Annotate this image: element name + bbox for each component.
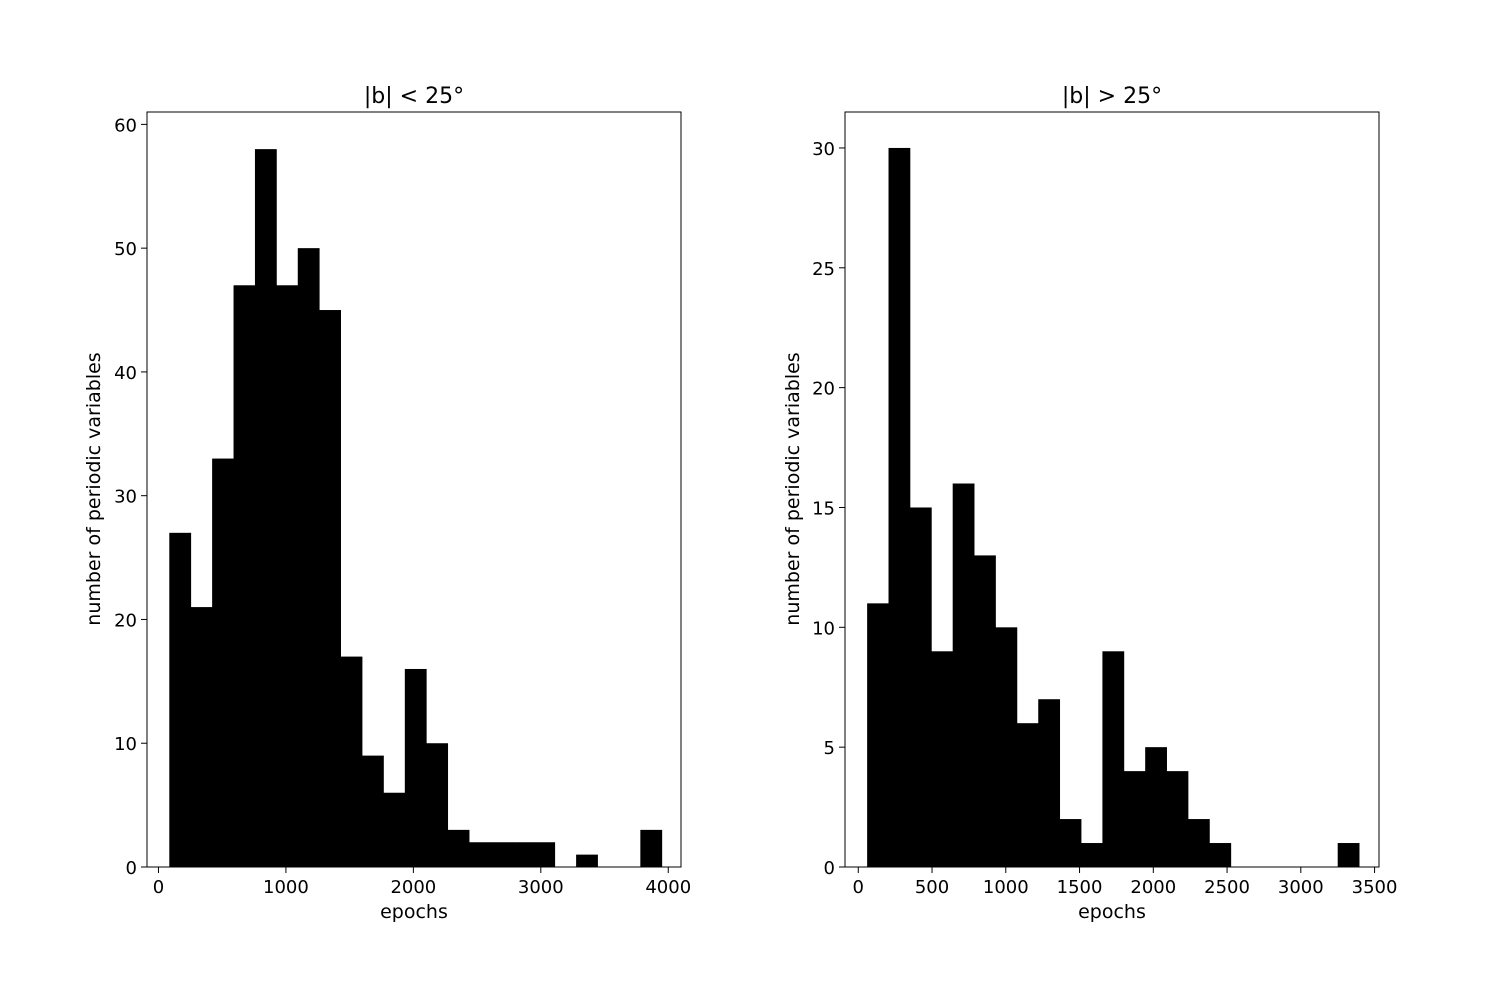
left-y-tick-label-6: 60 (114, 115, 137, 136)
left-histogram-bar-10 (383, 792, 406, 867)
right-x-tick-label-6: 3000 (1278, 877, 1324, 898)
right-histogram-bar-14 (1166, 771, 1189, 867)
left-histogram-bar-7 (319, 310, 341, 867)
left-histogram-bar-22 (640, 829, 663, 867)
right-histogram-bar-10 (1081, 843, 1103, 867)
right-x-tick-label-4: 2000 (1130, 877, 1176, 898)
left-histogram-panel: |b| < 25° epochs number of periodic vari… (83, 84, 691, 923)
left-histogram-bar-16 (511, 842, 534, 867)
right-y-tick-label-2: 10 (812, 618, 835, 639)
right-histogram-bar-5 (974, 555, 996, 867)
right-histogram-panel: |b| > 25° epochs number of periodic vari… (782, 84, 1397, 923)
right-histogram-bar-16 (1209, 843, 1232, 867)
right-chart-title: |b| > 25° (1062, 84, 1162, 109)
left-histogram-bar-4 (254, 149, 277, 867)
right-histogram-bar-13 (1145, 747, 1167, 867)
left-histogram-bar-19 (576, 854, 598, 867)
right-histogram-bar-2 (909, 507, 932, 867)
left-x-tick-label-3: 3000 (518, 877, 564, 898)
left-y-axis-label: number of periodic variables (83, 352, 105, 625)
right-x-axis-label: epochs (1078, 901, 1146, 923)
right-histogram-bar-22 (1337, 843, 1360, 867)
right-y-tick-label-6: 30 (812, 139, 835, 160)
left-y-tick-label-1: 10 (114, 734, 137, 755)
left-histogram-bar-2 (212, 458, 234, 867)
right-y-ticks: 0 5 10 15 20 25 30 (812, 139, 845, 879)
right-histogram-bar-15 (1187, 819, 1210, 867)
left-bars (169, 149, 663, 867)
left-x-axis-label: epochs (380, 901, 448, 923)
right-histogram-bar-12 (1123, 771, 1146, 867)
left-histogram-bar-5 (276, 285, 299, 867)
right-y-tick-label-4: 20 (812, 379, 835, 400)
left-histogram-bar-0 (169, 532, 192, 867)
right-x-tick-label-0: 0 (853, 877, 864, 898)
left-histogram-bar-15 (490, 842, 513, 867)
right-histogram-bar-0 (867, 603, 889, 867)
left-y-ticks: 0 10 20 30 40 50 60 (114, 115, 147, 879)
right-y-tick-label-0: 0 (824, 858, 835, 879)
right-histogram-bar-6 (995, 627, 1018, 867)
left-x-tick-label-1: 1000 (263, 877, 309, 898)
left-x-tick-label-4: 4000 (645, 877, 691, 898)
right-histogram-bar-3 (931, 651, 954, 867)
left-x-tick-label-0: 0 (153, 877, 164, 898)
left-y-tick-label-3: 30 (114, 487, 137, 508)
left-histogram-bar-1 (190, 607, 213, 867)
right-histogram-bar-9 (1059, 819, 1082, 867)
right-y-tick-label-3: 15 (812, 498, 835, 519)
left-histogram-bar-3 (233, 285, 256, 867)
right-x-ticks: 0 500 1000 1500 2000 2500 3000 3500 (853, 867, 1398, 898)
left-histogram-bar-9 (362, 755, 384, 867)
left-y-tick-label-4: 40 (114, 363, 137, 384)
left-y-tick-label-0: 0 (126, 858, 137, 879)
right-histogram-bar-1 (888, 147, 911, 867)
right-x-tick-label-5: 2500 (1204, 877, 1250, 898)
right-y-tick-label-1: 5 (824, 738, 835, 759)
left-x-tick-label-2: 2000 (390, 877, 436, 898)
left-histogram-bar-6 (297, 248, 320, 867)
left-histogram-bar-17 (533, 842, 556, 867)
left-plot-frame (146, 111, 682, 868)
left-histogram-bar-12 (426, 743, 449, 867)
left-chart-title: |b| < 25° (364, 84, 464, 109)
left-x-ticks: 0 1000 2000 3000 4000 (153, 867, 691, 898)
right-y-tick-label-5: 25 (812, 259, 835, 280)
left-histogram-bar-8 (340, 656, 363, 867)
left-histogram-bar-11 (404, 668, 427, 867)
left-y-tick-label-5: 50 (114, 239, 137, 260)
right-histogram-bar-8 (1038, 699, 1061, 867)
right-plot-frame (844, 111, 1380, 868)
right-bars (867, 147, 1360, 867)
right-x-tick-label-3: 1500 (1057, 877, 1103, 898)
right-histogram-bar-4 (952, 483, 975, 867)
right-x-tick-label-1: 500 (915, 877, 949, 898)
right-histogram-bar-11 (1102, 651, 1125, 867)
right-x-tick-label-2: 1000 (983, 877, 1029, 898)
right-y-axis-label: number of periodic variables (782, 352, 804, 625)
left-histogram-bar-13 (447, 829, 470, 867)
left-y-tick-label-2: 20 (114, 610, 137, 631)
left-histogram-bar-14 (469, 842, 491, 867)
right-x-tick-label-7: 3500 (1352, 877, 1398, 898)
right-histogram-bar-7 (1016, 723, 1039, 867)
